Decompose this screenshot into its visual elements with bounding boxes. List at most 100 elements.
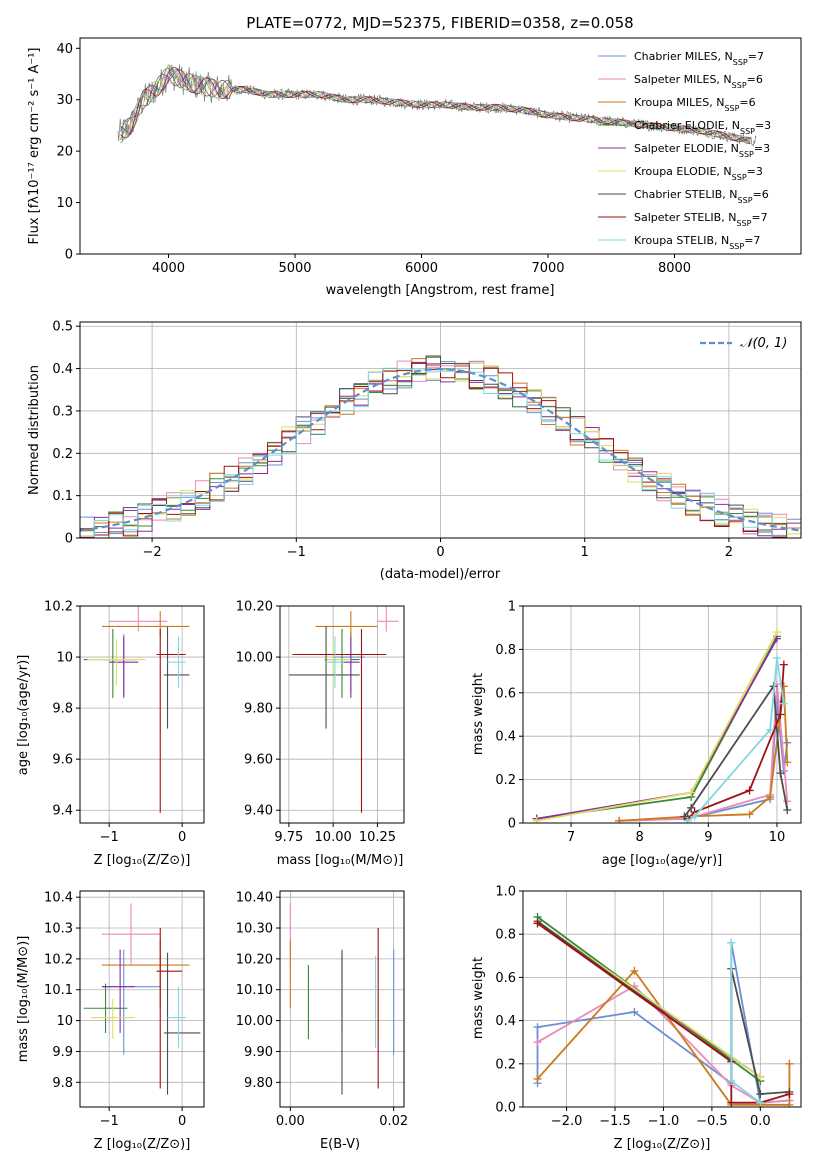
massweight-marker-6 xyxy=(532,816,541,823)
x-tick-label: 10.00 xyxy=(315,830,352,845)
massweight-marker-3 xyxy=(533,1074,542,1083)
massweight-marker-8 xyxy=(745,786,754,795)
residuals-ylabel: Normed distribution xyxy=(27,365,42,495)
residual-histogram-8 xyxy=(80,362,801,538)
massweight-marker-9 xyxy=(772,654,781,663)
x-tick-label: 0 xyxy=(178,1114,186,1129)
x-tick-label: 9 xyxy=(704,830,712,845)
massweight-line-5 xyxy=(536,638,778,820)
massweight-vs-metallicity-frame xyxy=(522,890,802,1108)
massweight-marker-6 xyxy=(756,1072,765,1081)
age-vs-mass-panel: 9.75 10.00 10.25 9.40 9.60 9.80 10.00 10.20 mas… xyxy=(236,600,405,868)
x-tick-label: 0 xyxy=(436,545,444,560)
y-tick-label: 0.8 xyxy=(495,643,516,658)
gaussian-legend-label: 𝒩(0, 1) xyxy=(740,336,787,351)
y-tick-label: 10.00 xyxy=(236,1014,273,1029)
y-tick-label: 9.90 xyxy=(244,1045,273,1060)
massweight-marker-8 xyxy=(779,660,788,669)
y-tick-label: 9.6 xyxy=(52,753,73,768)
x-tick-label: −2.0 xyxy=(551,1114,583,1129)
massweight-marker-2 xyxy=(783,797,792,806)
y-tick-label: 1 xyxy=(508,600,516,615)
model-spectrum-9 xyxy=(120,64,751,143)
massweight-vs-metallicity-xlabel: Z [log₁₀(Z/Z⊙)] xyxy=(614,1137,711,1152)
massweight-vs-age-ylabel: mass weight xyxy=(471,673,486,755)
y-tick-label: 0 xyxy=(65,532,73,547)
massweight-marker-9 xyxy=(683,816,692,823)
y-tick-label: 0.3 xyxy=(52,404,73,419)
age-vs-metallicity-xlabel: Z [log₁₀(Z/Z⊙)] xyxy=(94,853,191,868)
y-tick-label: 9.80 xyxy=(244,702,273,717)
y-tick-label: 0 xyxy=(508,817,516,832)
y-tick-label: 9.8 xyxy=(52,702,73,717)
y-tick-label: 10.1 xyxy=(44,983,73,998)
y-tick-label: 0.6 xyxy=(495,971,516,986)
massweight-marker-9 xyxy=(779,699,788,708)
massweight-line-6 xyxy=(536,631,778,822)
y-tick-label: 10.20 xyxy=(236,952,273,967)
legend-label: Salpeter ELODIE, NSSP=3 xyxy=(634,142,770,159)
massweight-marker-3 xyxy=(785,1100,794,1107)
y-tick-label: 10 xyxy=(56,1014,73,1029)
massweight-marker-9 xyxy=(727,938,736,947)
x-tick-label: −2 xyxy=(143,545,162,560)
y-tick-label: 10.2 xyxy=(44,952,73,967)
massweight-marker-7 xyxy=(756,1090,765,1099)
massweight-marker-7 xyxy=(776,769,785,778)
mass-vs-metallicity-frame xyxy=(79,890,205,1108)
y-tick-label: 10.3 xyxy=(44,922,73,937)
y-tick-label: 20 xyxy=(56,145,73,160)
spectrum-legend: Chabrier MILES, NSSP=7 Salpeter MILES, NS… xyxy=(598,50,771,251)
mass-vs-extinction-frame xyxy=(279,890,405,1108)
y-tick-label: 9.4 xyxy=(52,804,73,819)
massweight-marker-6 xyxy=(687,788,696,797)
legend-label: Chabrier ELODIE, NSSP=3 xyxy=(634,119,771,136)
model-spectrum-6 xyxy=(120,71,751,143)
gaussian-curve xyxy=(80,367,801,532)
model-spectrum-5 xyxy=(120,73,751,144)
residuals-panel: −2 −1 0 1 2 0 0.1 0.2 0.3 0.4 0.5 (data-model)/err… xyxy=(27,320,802,582)
y-tick-label: 9.8 xyxy=(52,1076,73,1091)
mass-vs-metallicity-ylabel: mass [log₁₀(M/M⊙)] xyxy=(16,936,31,1063)
age-vs-metallicity-ylabel: age [log₁₀(age/yr)] xyxy=(16,655,31,776)
massweight-marker-8 xyxy=(776,710,785,719)
massweight-marker-9 xyxy=(690,812,699,821)
massweight-marker-3 xyxy=(630,966,639,975)
massweight-marker-8 xyxy=(785,1090,794,1099)
massweight-line-3 xyxy=(619,686,789,822)
massweight-vs-age-frame xyxy=(522,605,802,824)
massweight-marker-3 xyxy=(615,816,624,823)
massweight-marker-1 xyxy=(630,1007,639,1016)
massweight-marker-7 xyxy=(783,805,792,814)
mass-vs-metallicity-xlabel: Z [log₁₀(Z/Z⊙)] xyxy=(94,1137,191,1152)
y-tick-label: 0.2 xyxy=(495,1057,516,1072)
y-tick-label: 10 xyxy=(56,196,73,211)
legend-label: Kroupa MILES, NSSP=6 xyxy=(634,96,756,113)
massweight-line-4 xyxy=(536,635,778,820)
age-vs-metallicity-frame xyxy=(79,605,205,824)
y-tick-label: 40 xyxy=(56,42,73,57)
x-tick-label: 5000 xyxy=(278,261,311,276)
massweight-vs-metallicity-ylabel: mass weight xyxy=(471,957,486,1039)
spectrum-axes-frame xyxy=(79,37,802,255)
y-tick-label: 0.4 xyxy=(52,362,73,377)
spectrum-title: PLATE=0772, MJD=52375, FIBERID=0358, z=0… xyxy=(246,14,633,32)
massweight-marker-3 xyxy=(783,758,792,767)
model-spectrum-4 xyxy=(120,67,751,145)
y-tick-label: 10.40 xyxy=(236,891,273,906)
mass-vs-metallicity-panel: −1 0 9.8 9.9 10 10.1 10.2 10.3 10.4 Z [log₁₀(Z/Z… xyxy=(16,890,205,1152)
x-tick-label: 1 xyxy=(581,545,589,560)
massweight-vs-metallicity-panel: −2.0 −1.5 −1.0 −0.5 0.0 0.0 0.2 0.4 0.6 0.8 1.0 Z … xyxy=(471,885,802,1152)
x-tick-label: −0.5 xyxy=(696,1114,728,1129)
x-tick-label: 0.00 xyxy=(276,1114,305,1129)
y-tick-label: 9.9 xyxy=(52,1045,73,1060)
y-tick-label: 0.0 xyxy=(495,1101,516,1116)
x-tick-label: 0 xyxy=(178,830,186,845)
x-tick-label: −1 xyxy=(100,1114,119,1129)
observed-spectrum xyxy=(117,64,757,148)
x-tick-label: 0.02 xyxy=(379,1114,408,1129)
x-tick-label: −1 xyxy=(100,830,119,845)
y-tick-label: 10.20 xyxy=(236,600,273,615)
massweight-marker-3 xyxy=(766,792,775,801)
